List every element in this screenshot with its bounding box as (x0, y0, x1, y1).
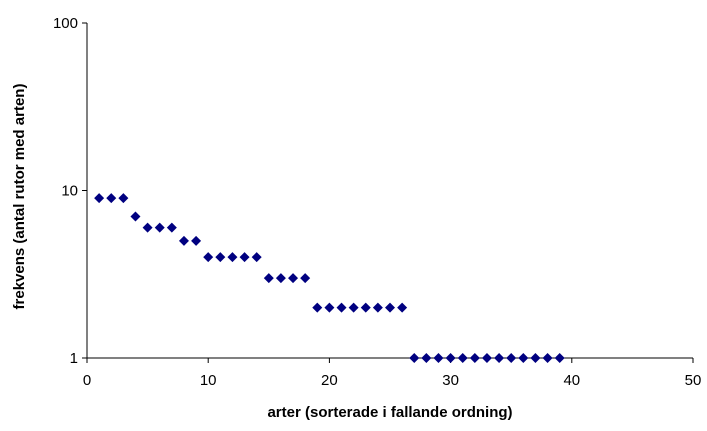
x-tick-label: 10 (200, 372, 217, 389)
data-point (106, 193, 117, 204)
data-point (178, 235, 189, 246)
chart-ticks: 0 10 20 30 40 50 1 10 100 (53, 15, 701, 389)
data-point (288, 273, 299, 284)
data-point (360, 302, 371, 313)
y-tick-label: 1 (70, 350, 78, 367)
data-point (348, 302, 359, 313)
data-point (421, 353, 432, 363)
data-point (518, 353, 529, 363)
x-tick-label: 30 (442, 372, 459, 389)
data-point (191, 235, 202, 246)
data-point (215, 252, 226, 263)
data-point (263, 273, 274, 284)
data-point (457, 353, 468, 363)
data-point (142, 222, 153, 233)
data-point (445, 353, 456, 363)
x-tick-label: 50 (685, 372, 702, 389)
data-point (542, 353, 553, 363)
data-point (433, 353, 444, 363)
data-point (409, 353, 420, 363)
data-point (530, 353, 541, 363)
data-point (312, 302, 323, 313)
data-point (166, 222, 177, 233)
data-point (239, 252, 250, 263)
data-point (251, 252, 262, 263)
chart-points (94, 193, 565, 363)
data-point (385, 302, 395, 313)
y-axis-title: frekvens (antal rutor med arten) (11, 84, 28, 310)
data-point (554, 353, 565, 363)
data-point (324, 302, 335, 313)
data-point (130, 211, 141, 222)
data-point (154, 222, 165, 233)
x-axis-title: arter (sorterade i fallande ordning) (267, 404, 512, 421)
x-tick-label: 20 (321, 372, 338, 389)
data-point (118, 193, 129, 204)
y-tick-label: 100 (53, 15, 78, 32)
data-point (336, 302, 347, 313)
data-point (203, 252, 214, 263)
data-point (469, 353, 480, 363)
data-point (227, 252, 238, 263)
data-point (94, 193, 105, 204)
data-point (300, 273, 311, 284)
x-tick-label: 0 (83, 372, 91, 389)
data-point (397, 302, 408, 313)
y-tick-label: 10 (61, 183, 78, 200)
data-point (275, 273, 286, 284)
data-point (506, 353, 517, 363)
data-point (481, 353, 492, 363)
data-point (372, 302, 383, 313)
data-point (494, 353, 505, 363)
x-tick-label: 40 (563, 372, 580, 389)
